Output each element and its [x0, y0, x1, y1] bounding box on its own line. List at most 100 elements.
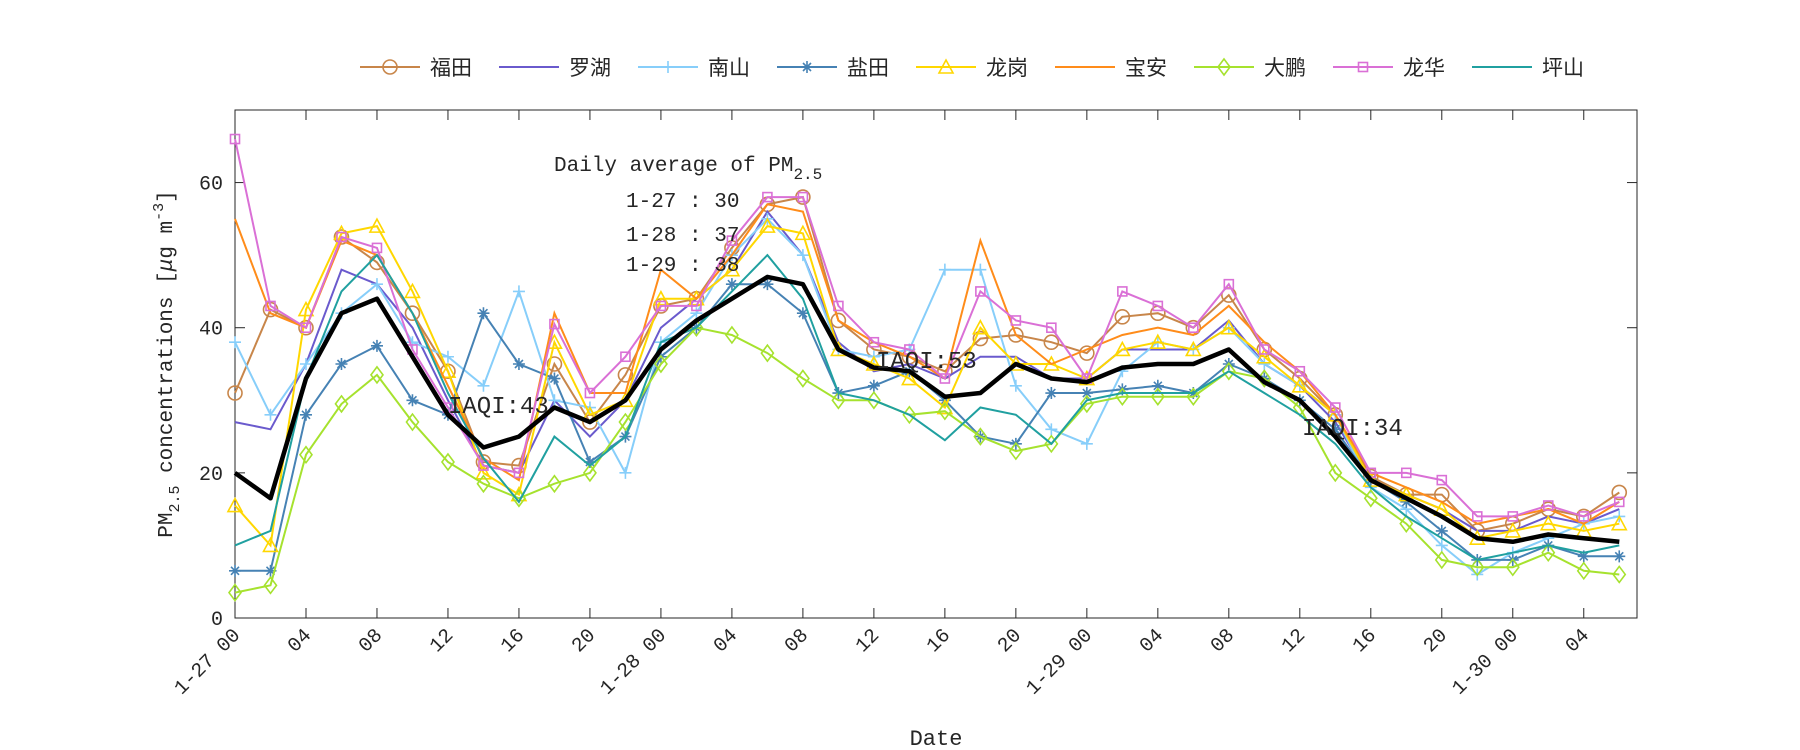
series-group: [226, 133, 1628, 602]
diamond-marker: [1217, 57, 1231, 77]
circle-marker: [1114, 309, 1131, 325]
square-marker: [939, 373, 951, 384]
y-axis-label: PM2.5 concentrations [μg m-3]: [151, 190, 184, 538]
legend-item-宝安: 宝安: [1055, 56, 1167, 80]
y-tick-label: 60: [199, 174, 223, 197]
square-marker: [620, 351, 631, 363]
triangle-marker: [972, 319, 989, 335]
star-marker: [1577, 550, 1590, 563]
x-tick-label: 1-29 00: [1022, 625, 1098, 701]
x-tick-label: 16: [923, 625, 956, 658]
diamond-marker: [653, 354, 668, 374]
star-marker: [1080, 387, 1093, 400]
triangle-marker: [1504, 522, 1522, 538]
square-marker: [1436, 474, 1448, 486]
plus-marker: [512, 285, 525, 298]
star-marker: [867, 379, 880, 392]
triangle-marker: [1220, 319, 1238, 335]
legend: 福田 罗湖 南山 盐田 龙岗 宝安 大鹏 龙华 坪山: [360, 56, 1584, 80]
diamond-marker: [1363, 488, 1378, 508]
diamond-marker: [582, 463, 597, 483]
triangle-marker: [794, 224, 812, 241]
triangle-marker: [617, 391, 634, 408]
legend-label: 罗湖: [569, 56, 611, 80]
square-marker: [691, 300, 702, 312]
x-tick-label: 1-30 00: [1448, 625, 1524, 701]
square-marker: [229, 133, 241, 145]
diamond-marker: [369, 365, 384, 385]
square-marker: [1223, 278, 1235, 290]
diamond-marker: [1008, 441, 1023, 461]
series-宝安: [234, 203, 1620, 525]
diamond-marker: [1221, 361, 1236, 381]
triangle-marker: [368, 217, 386, 233]
legend-label: 坪山: [1542, 56, 1584, 80]
star-marker: [583, 455, 596, 468]
triangle-marker: [1291, 377, 1309, 393]
legend-label: 南山: [708, 56, 750, 80]
triangle-marker: [652, 289, 670, 306]
square-marker: [300, 322, 312, 334]
square-marker: [371, 242, 383, 254]
diamond-marker: [1079, 394, 1094, 414]
square-marker: [1152, 300, 1164, 312]
square-marker: [1400, 467, 1412, 479]
circle-marker: [298, 319, 314, 336]
x-tick-label: 04: [1136, 625, 1169, 658]
plus-marker: [1258, 358, 1271, 370]
square-marker: [1357, 61, 1369, 73]
diamond-marker: [618, 412, 633, 432]
legend-item-龙华: 龙华: [1333, 56, 1445, 80]
triangle-marker: [262, 536, 279, 553]
square-marker: [1188, 322, 1199, 334]
plus-marker: [690, 307, 703, 320]
triangle-marker: [1184, 340, 1202, 357]
plus-marker: [406, 336, 419, 349]
square-marker: [478, 460, 489, 471]
triangle-marker: [297, 300, 315, 317]
legend-label: 大鹏: [1264, 56, 1306, 80]
plus-marker: [299, 358, 312, 370]
circle-marker: [546, 356, 563, 372]
square-marker: [513, 467, 525, 479]
series-大鹏: [228, 318, 1627, 602]
triangle-marker: [759, 217, 776, 233]
x-tick-label: 20: [568, 625, 601, 658]
diamond-marker: [973, 427, 988, 446]
star-marker: [264, 564, 277, 577]
legend-item-龙岗: 龙岗: [916, 56, 1028, 80]
x-tick-label: 20: [1419, 625, 1452, 658]
diamond-marker: [1576, 561, 1591, 581]
star-marker: [370, 339, 383, 352]
daily-average-1-29: 1-29 : 38: [626, 255, 739, 278]
diamond-marker: [334, 394, 349, 414]
plus-marker: [1080, 437, 1093, 450]
plus-marker: [619, 466, 632, 479]
plus-marker: [796, 249, 809, 262]
star-marker: [477, 307, 490, 320]
circle-marker: [382, 59, 398, 75]
star-marker: [1613, 550, 1626, 563]
triangle-marker: [226, 496, 244, 513]
square-marker: [655, 300, 667, 312]
x-tick-label: 08: [781, 625, 814, 658]
square-marker: [1613, 496, 1625, 508]
triangle-marker: [1539, 514, 1557, 531]
diamond-marker: [937, 401, 952, 421]
x-tick-label: 04: [710, 625, 743, 658]
plus-marker: [1009, 379, 1022, 392]
circle-marker: [830, 312, 847, 329]
legend-label: 盐田: [847, 56, 889, 80]
plus-marker: [548, 394, 561, 407]
triangle-marker: [439, 362, 457, 379]
diamond-marker: [1541, 543, 1556, 563]
square-marker: [904, 344, 915, 355]
square-marker: [1010, 315, 1022, 326]
diamond-marker: [1470, 557, 1485, 577]
iaqi-label-1-27: IAQI:43: [448, 394, 549, 421]
series-line: [234, 253, 1620, 561]
legend-item-坪山: 坪山: [1472, 56, 1584, 80]
diamond-marker: [298, 445, 313, 465]
iaqi-label-1-28: IAQI:53: [876, 349, 977, 376]
star-marker: [1329, 423, 1342, 436]
